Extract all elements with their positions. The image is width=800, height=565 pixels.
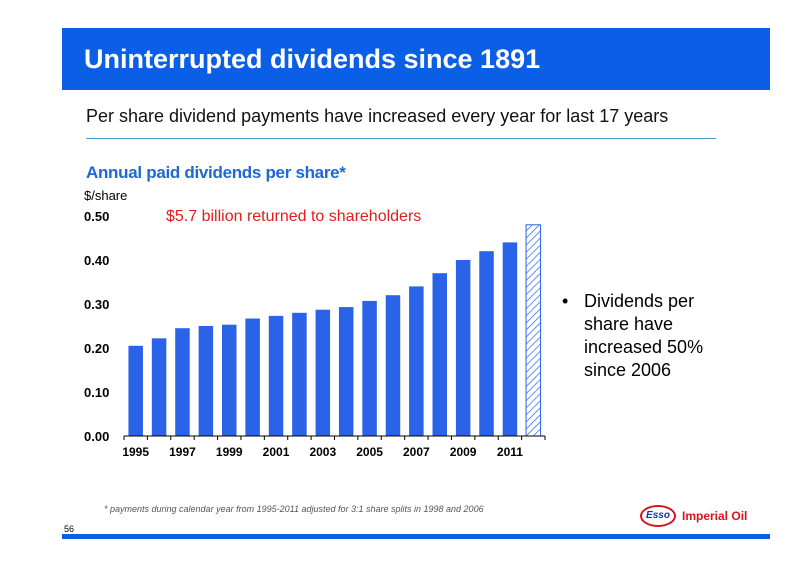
x-tick-label: 1997 [169,445,196,459]
imperial-oil-logo: Esso Imperial Oil [640,505,764,529]
bar-1999 [221,324,237,436]
y-tick-label: 0.00 [84,429,109,444]
bar-1995 [128,345,143,436]
bar-2008 [432,273,448,436]
bar-2004 [338,307,354,436]
page-title: Uninterrupted dividends since 1891 [84,44,541,74]
esso-logo-text: Esso [646,510,670,521]
page-number: 56 [64,524,75,534]
bar-2010 [479,251,494,436]
bar-2009 [455,260,471,436]
x-tick-label: 2009 [450,445,477,459]
page-subtitle: Per share dividend payments have increas… [86,106,669,126]
bar-2003 [315,309,331,436]
esso-logo-icon: Esso [640,505,676,527]
bar-1996 [151,338,167,436]
bar-1998 [198,326,214,436]
x-tick-label: 2011 [497,445,523,459]
y-tick-label: 0.40 [84,253,109,268]
x-tick-label: 2001 [263,445,290,459]
bullet-text: Dividends per share have increased 50% s… [584,291,704,380]
chart-annotation: $5.7 billion returned to shareholders [166,208,422,225]
bar-2002 [292,312,307,436]
x-tick-label: 2003 [309,445,336,459]
y-tick-label: 0.30 [84,297,109,312]
bottom-divider [62,534,770,539]
bar-hatched-2012 [525,224,542,437]
bar-2001 [268,315,284,436]
bullet-symbol: • [562,291,569,311]
y-tick-label: 0.10 [84,385,109,400]
x-tick-label: 2005 [356,445,383,459]
bar-2011 [502,242,518,436]
y-axis-unit-label: $/share [84,188,128,203]
subtitle-divider [86,138,716,139]
bar-2005 [362,300,377,436]
y-tick-label: 0.50 [84,209,109,224]
title-bar: Uninterrupted dividends since 1891 [62,28,770,90]
bar-2000 [245,318,260,436]
bar-2007 [409,286,424,436]
footnote: * payments during calendar year from 199… [104,504,484,514]
x-tick-label: 1999 [216,445,243,459]
company-name: Imperial Oil [682,509,748,523]
x-tick-label: 2007 [403,445,430,459]
bar-1997 [175,328,190,436]
chart-title: Annual paid dividends per share* [86,163,346,182]
x-tick-label: 1995 [122,445,149,459]
y-tick-label: 0.20 [84,341,109,356]
bar-2006 [385,295,401,436]
